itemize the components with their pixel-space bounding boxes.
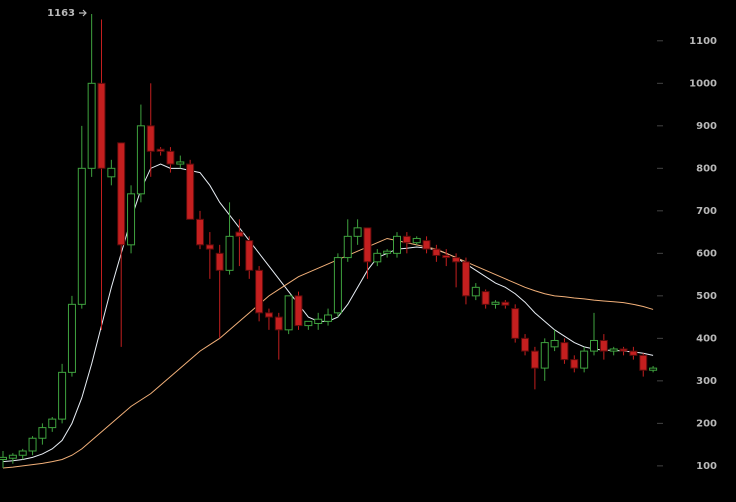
candle-body	[619, 348, 628, 352]
candle-body	[363, 227, 372, 263]
candle-body	[245, 240, 254, 271]
candle-body	[48, 418, 57, 429]
candle-body	[402, 235, 411, 244]
candle-body	[324, 314, 333, 322]
candle-body	[215, 252, 224, 271]
candle-body	[639, 354, 648, 371]
y-tick-label: 1000	[689, 78, 717, 89]
y-tick-label: 100	[696, 461, 717, 472]
candle-body	[609, 348, 618, 352]
y-tick-label: 200	[696, 418, 717, 429]
candle-body	[471, 286, 480, 297]
candle-body	[383, 250, 392, 254]
y-tick-label: 1100	[689, 36, 717, 47]
candle-body	[294, 295, 303, 327]
candle-body	[432, 248, 441, 256]
candle-body	[393, 235, 401, 254]
candle-body	[550, 339, 559, 348]
y-tick-label: 400	[696, 333, 717, 344]
candle-body	[225, 235, 234, 271]
candle-body	[629, 350, 638, 356]
candle-body	[87, 82, 96, 169]
candle-body	[107, 167, 116, 178]
candle-body	[304, 320, 313, 327]
candle-body	[481, 291, 490, 305]
candle-body	[461, 261, 470, 297]
y-tick-label: 600	[696, 248, 717, 259]
y-tick-label: 900	[696, 121, 717, 132]
candle-body	[580, 350, 589, 369]
y-tick-label: 500	[696, 291, 717, 302]
y-tick-label: 700	[696, 206, 717, 217]
candle-body	[235, 231, 244, 237]
candle-body	[186, 163, 195, 220]
candle-body	[540, 342, 549, 369]
candle-body	[511, 308, 520, 339]
candle-body	[373, 252, 382, 263]
candle-body	[255, 269, 264, 314]
candle-body	[136, 125, 145, 195]
candle-body	[176, 161, 185, 165]
candle-body	[284, 295, 293, 331]
max-annotation: 1163	[47, 8, 75, 19]
candle-body	[18, 450, 27, 456]
candle-body	[0, 456, 7, 460]
candle-body	[452, 257, 461, 263]
candle-body	[77, 167, 86, 305]
candle-body	[146, 125, 155, 152]
candle-body	[491, 301, 500, 305]
candle-body	[97, 82, 106, 169]
candle-body	[333, 257, 342, 314]
candle-body	[501, 301, 510, 306]
candle-body	[353, 227, 362, 237]
candle-body	[127, 193, 136, 246]
candle-body	[196, 218, 204, 246]
candle-body	[8, 454, 17, 459]
candle-body	[521, 337, 530, 352]
candle-body	[314, 318, 323, 324]
y-tick-label: 800	[696, 163, 717, 174]
candle-body	[649, 367, 658, 371]
candle-body	[166, 150, 175, 165]
candle-body	[117, 142, 126, 246]
candle-body	[38, 427, 47, 439]
candle-body	[264, 312, 273, 318]
candle-body	[570, 359, 579, 369]
candle-body	[590, 339, 598, 352]
candle-body	[530, 350, 539, 369]
candle-body	[599, 339, 608, 352]
candle-body	[343, 235, 352, 259]
candle-body	[205, 244, 214, 250]
candle-body	[442, 254, 451, 259]
moving-average	[2, 237, 654, 469]
y-tick-label: 300	[696, 376, 717, 387]
candle-body	[58, 371, 67, 420]
candle-body	[422, 240, 431, 250]
candle-body	[28, 437, 37, 452]
candle-body	[274, 316, 283, 331]
candle-body	[560, 342, 569, 361]
annotation-arrow	[79, 9, 87, 17]
candle-body	[156, 148, 165, 152]
candle-body	[412, 237, 421, 244]
candle-body	[67, 303, 76, 373]
